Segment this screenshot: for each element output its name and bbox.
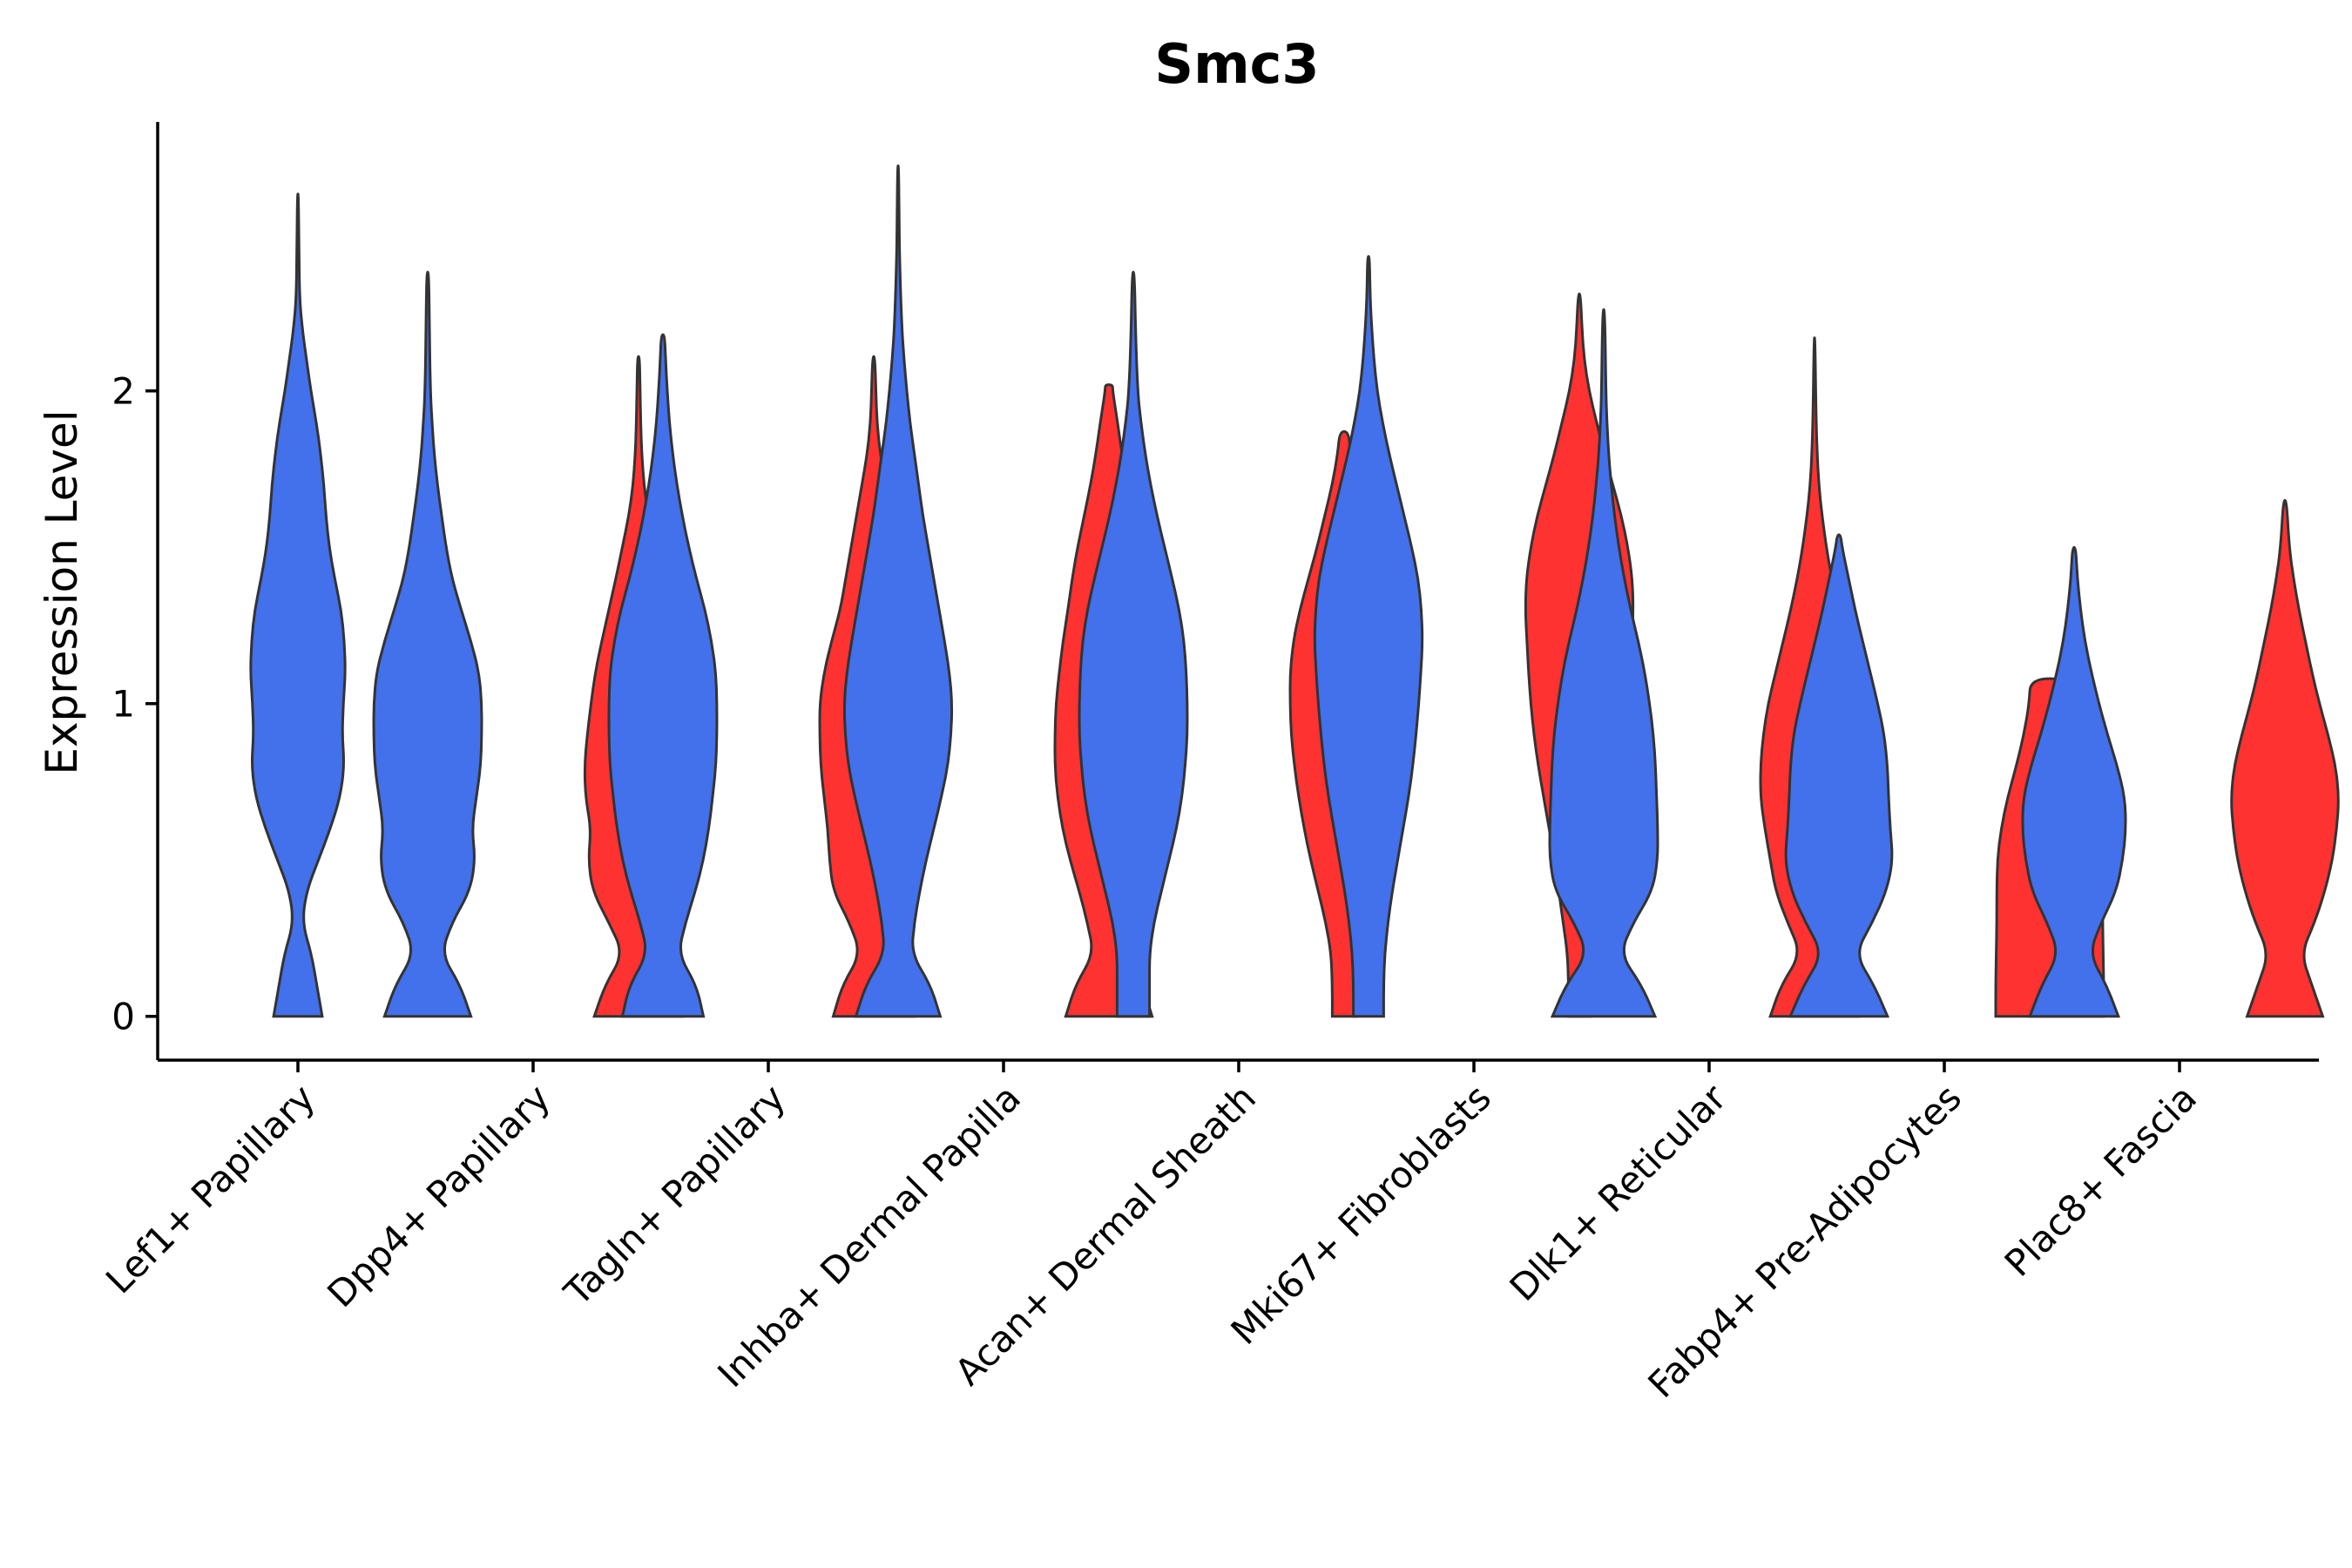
- violin-red-8: [2230, 498, 2340, 1018]
- y-axis-ticks: 0 1 2: [112, 370, 158, 1038]
- violin-blue-2: [607, 333, 719, 1018]
- y-tick-label: 0: [112, 996, 135, 1038]
- y-axis-label: Expression Level: [37, 409, 87, 774]
- violins-layer: [249, 164, 2340, 1018]
- violin-blue-7: [1784, 533, 1894, 1018]
- violin-blue-0: [249, 193, 347, 1018]
- x-tick-label: Lef1+ Papillary: [98, 1076, 323, 1301]
- y-tick-label: 2: [112, 370, 135, 413]
- violin-blue-5: [1313, 254, 1424, 1018]
- x-tick-label: Mki67+ Fibroblasts: [1223, 1076, 1499, 1352]
- violin-blue-3: [842, 164, 954, 1018]
- y-tick-label: 1: [112, 683, 135, 726]
- x-tick-label: Dlk1+ Reticular: [1502, 1076, 1735, 1309]
- violin-blue-1: [372, 270, 483, 1018]
- x-tick-label: Tagln+ Papillary: [556, 1076, 794, 1314]
- violin-blue-8: [2021, 545, 2127, 1018]
- violin-blue-6: [1548, 308, 1659, 1018]
- x-tick-label: Dpp4+ Papillary: [319, 1076, 558, 1315]
- x-tick-label: Plac8+ Fascia: [1997, 1076, 2205, 1284]
- chart-title: Smc3: [1154, 32, 1319, 96]
- violin-blue-4: [1078, 270, 1189, 1018]
